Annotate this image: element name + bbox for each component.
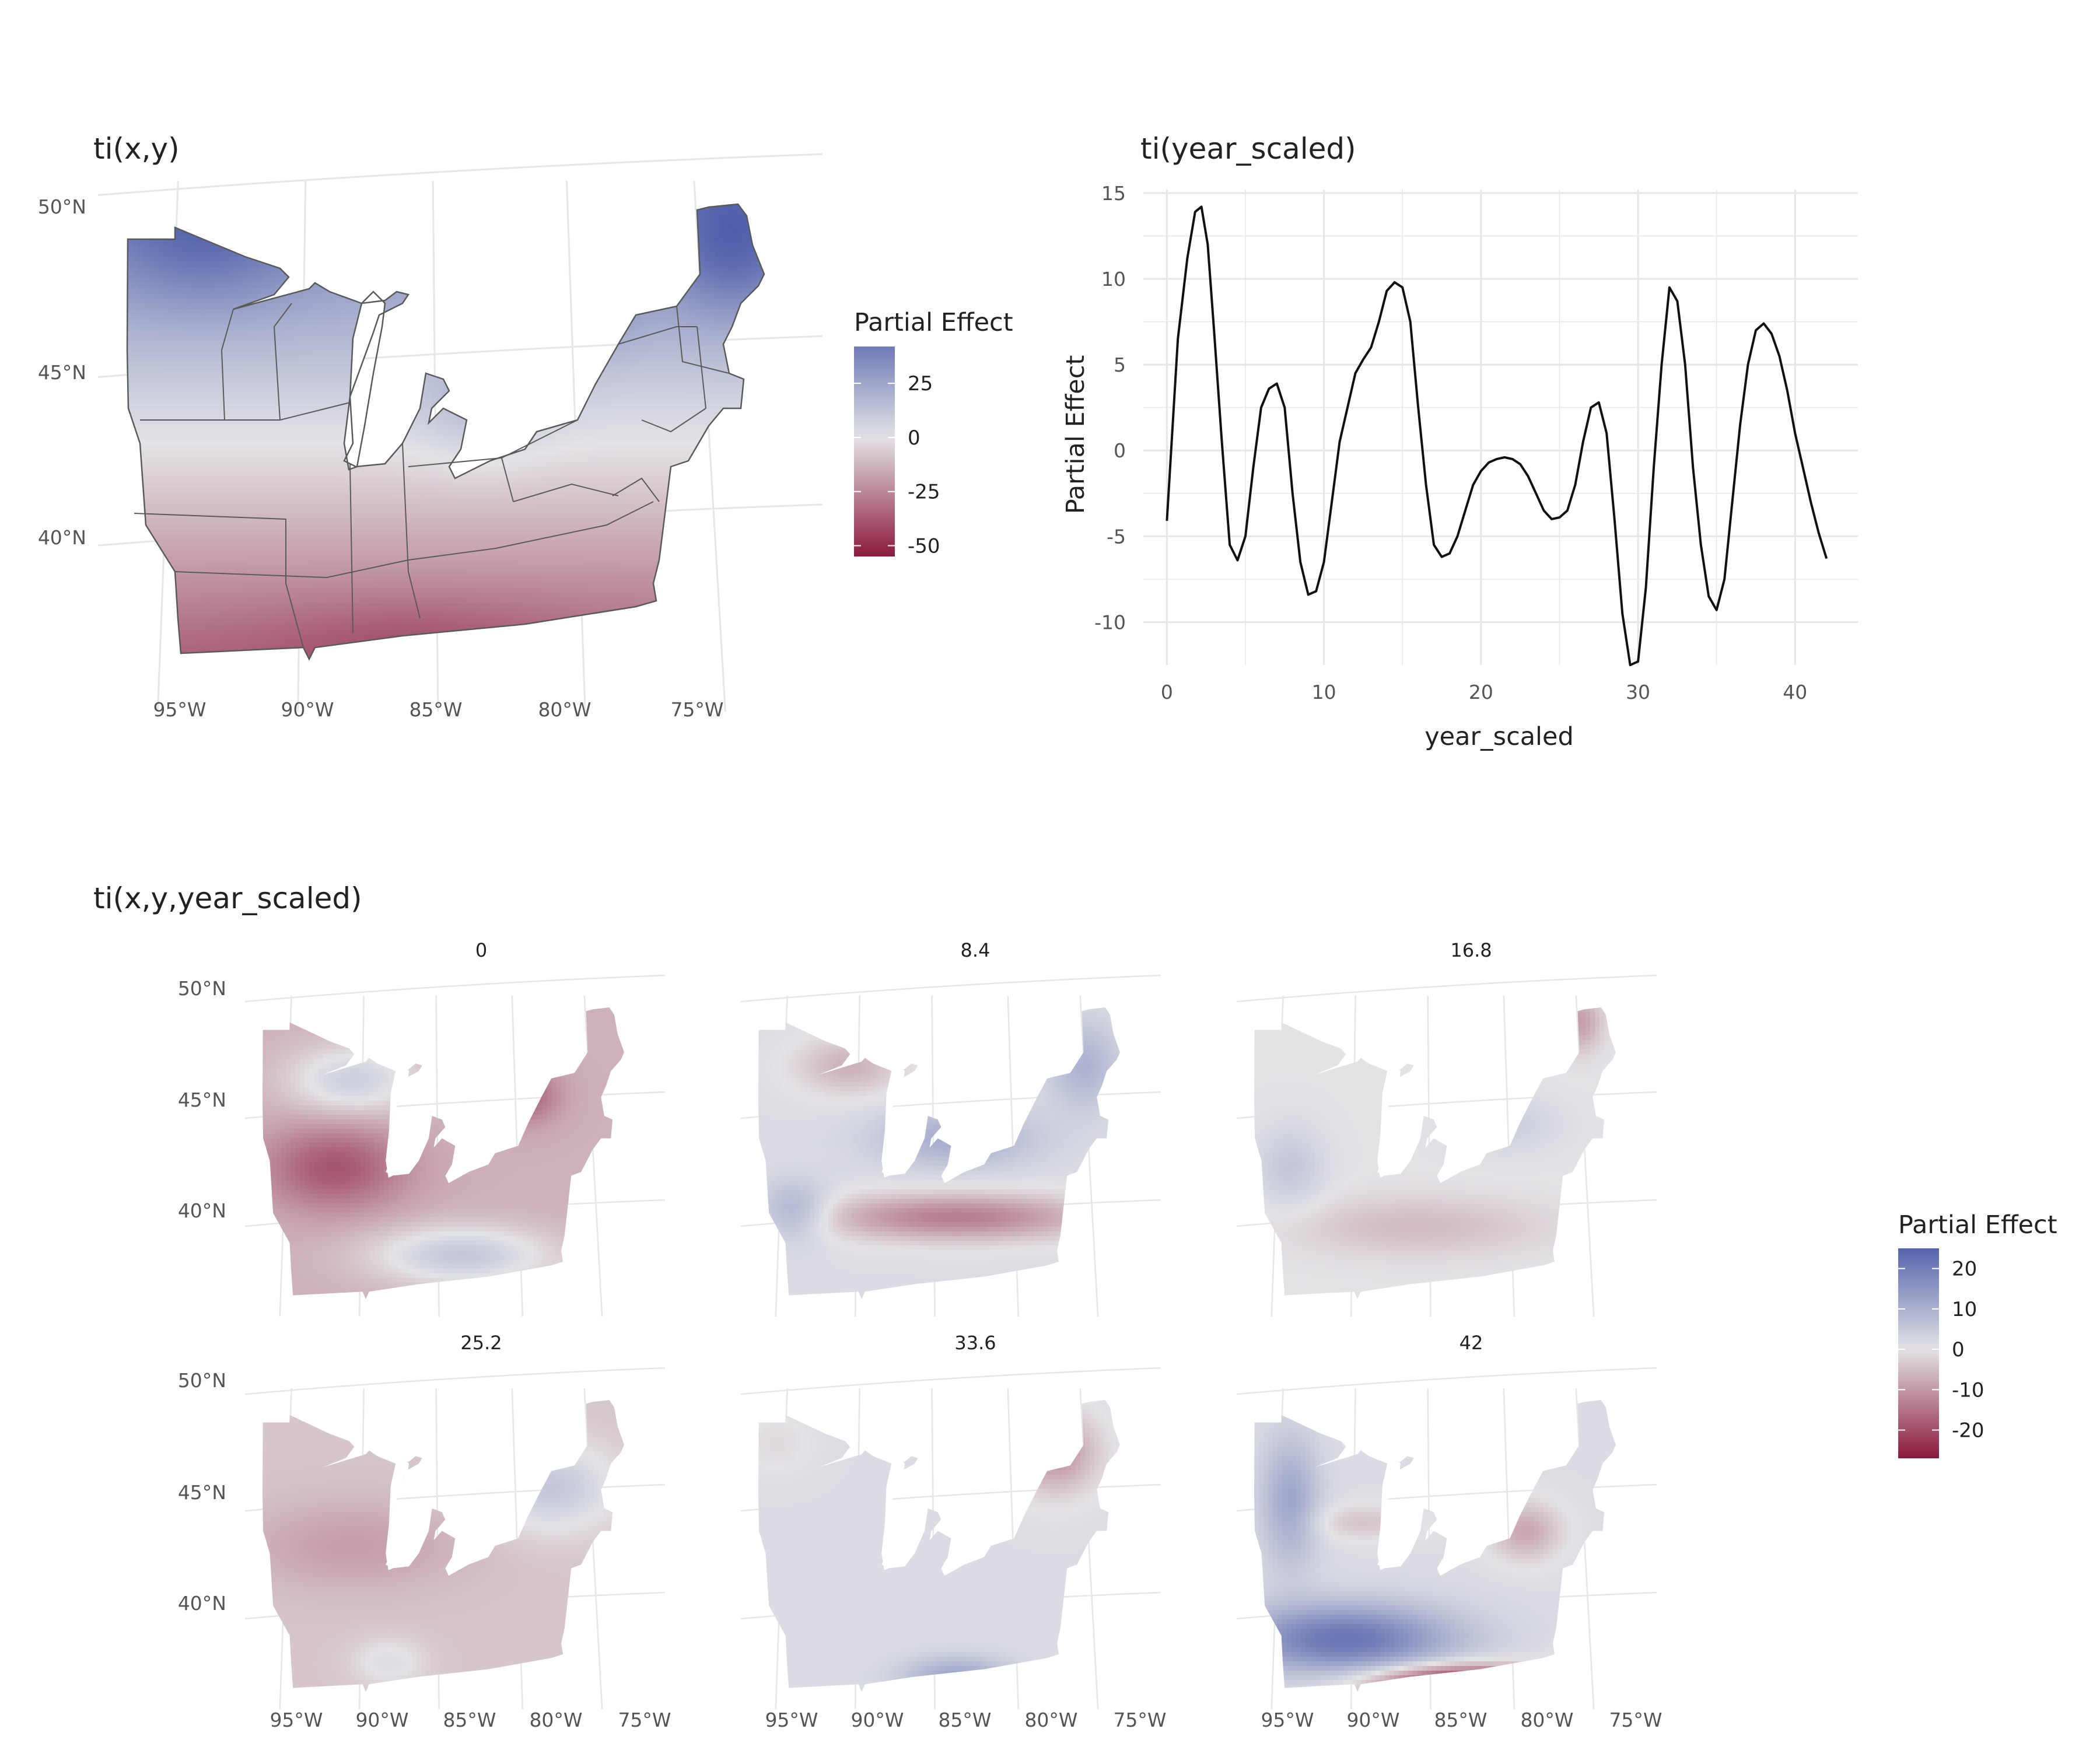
facet-panel (1236, 1367, 1657, 1710)
lat-tick-label: 45°N (38, 361, 86, 384)
lon-tick-label: 95°W (153, 698, 206, 721)
facet-label: 0 (475, 939, 487, 961)
facet-panel (244, 1367, 666, 1710)
lon-tick-label: 90°W (850, 1709, 904, 1731)
lon-tick-label: 85°W (938, 1709, 991, 1731)
map-lat-ticks: 50°N 45°N 40°N (38, 195, 86, 549)
legend-tick-label: 0 (1952, 1338, 1965, 1362)
line-y-ticks: 15 10 5 0 -5 -10 (1094, 182, 1126, 634)
facet-lon-ticks: 95°W 90°W 85°W 80°W 75°W 95°W 90°W 85°W … (270, 1709, 1662, 1731)
lon-tick-label: 80°W (1024, 1709, 1077, 1731)
lon-tick-label: 80°W (529, 1709, 582, 1731)
lat-tick-label: 40°N (178, 1199, 226, 1222)
legend-tick-label: -50 (908, 534, 940, 558)
lon-tick-label: 90°W (281, 698, 334, 721)
legend-tick-label: 20 (1952, 1258, 1977, 1281)
lon-tick-label: 95°W (270, 1709, 323, 1731)
map-raster (127, 204, 764, 659)
legend-tick-label: 0 (908, 426, 921, 450)
lat-tick-label: 50°N (178, 977, 226, 1000)
lon-tick-label: 90°W (355, 1709, 408, 1731)
lon-tick-label: 85°W (443, 1709, 496, 1731)
lon-tick-label: 80°W (1520, 1709, 1573, 1731)
lat-tick-label: 45°N (178, 1481, 226, 1504)
legend-ticks: 25 0 -25 -50 (854, 372, 940, 558)
lat-tick-label: 40°N (178, 1592, 226, 1615)
facet-lat-ticks: 50°N 45°N 40°N 50°N 45°N 40°N (178, 977, 226, 1615)
facet-panel (740, 974, 1161, 1317)
facet-label: 33.6 (954, 1332, 996, 1354)
facet-label: 8.4 (961, 939, 991, 961)
x-tick-label: 10 (1312, 681, 1336, 704)
state-boundaries (126, 203, 765, 661)
map-title: ti(x,y) (93, 132, 180, 166)
lon-tick-label: 90°W (1346, 1709, 1399, 1731)
legend-tick-label: 25 (908, 372, 933, 396)
x-tick-label: 30 (1626, 681, 1650, 704)
x-tick-label: 0 (1161, 681, 1173, 704)
facet-grid (244, 974, 1657, 1710)
facet-label: 42 (1460, 1332, 1483, 1354)
legend-ticks: 20 10 0 -10 -20 (1898, 1258, 1985, 1443)
facet-panel (1236, 974, 1657, 1317)
lon-tick-label: 85°W (409, 698, 462, 721)
facet-label: 25.2 (460, 1332, 502, 1354)
legend-colorbar (854, 346, 895, 556)
lon-tick-label: 95°W (1261, 1709, 1314, 1731)
lat-tick-label: 40°N (38, 526, 86, 549)
y-tick-label: 15 (1101, 182, 1126, 205)
lon-tick-label: 85°W (1434, 1709, 1487, 1731)
lon-tick-label: 75°W (1609, 1709, 1662, 1731)
legend-tick-label: -25 (908, 481, 940, 504)
lat-tick-label: 50°N (178, 1369, 226, 1392)
legend-tick-label: 10 (1952, 1298, 1977, 1321)
lon-tick-label: 75°W (618, 1709, 671, 1731)
lon-tick-label: 75°W (1113, 1709, 1166, 1731)
y-tick-label: 0 (1114, 439, 1126, 462)
lon-tick-label: 95°W (765, 1709, 818, 1731)
lon-tick-label: 75°W (670, 698, 723, 721)
legend-tick-label: -10 (1952, 1378, 1985, 1402)
line-title: ti(year_scaled) (1140, 132, 1356, 166)
legend-title: Partial Effect (854, 308, 1013, 337)
legend-title: Partial Effect (1898, 1210, 2057, 1240)
facet-title: ti(x,y,year_scaled) (93, 881, 362, 915)
facet-strip-labels: 0 8.4 16.8 25.2 33.6 42 (460, 939, 1492, 1354)
x-tick-label: 20 (1469, 681, 1493, 704)
y-axis-label: Partial Effect (1061, 355, 1090, 514)
map-lon-ticks: 95°W 90°W 85°W 80°W 75°W (153, 698, 723, 721)
y-tick-label: 10 (1101, 268, 1126, 290)
facet-panel (244, 974, 666, 1317)
lat-tick-label: 50°N (38, 195, 86, 218)
line-x-ticks: 0 10 20 30 40 (1161, 681, 1807, 704)
x-tick-label: 40 (1783, 681, 1807, 704)
facet-panel (740, 1367, 1161, 1710)
lon-tick-label: 80°W (538, 698, 591, 721)
series-line (1166, 205, 1828, 666)
lat-tick-label: 45°N (178, 1088, 226, 1111)
y-tick-label: -5 (1107, 525, 1126, 548)
y-tick-label: 5 (1114, 354, 1126, 376)
legend-colorbar (1898, 1248, 1939, 1458)
legend-tick-label: -20 (1952, 1419, 1985, 1443)
line-gridlines (1143, 190, 1858, 665)
x-axis-label: year_scaled (1424, 722, 1574, 751)
y-tick-label: -10 (1094, 611, 1126, 634)
facet-label: 16.8 (1450, 939, 1492, 961)
